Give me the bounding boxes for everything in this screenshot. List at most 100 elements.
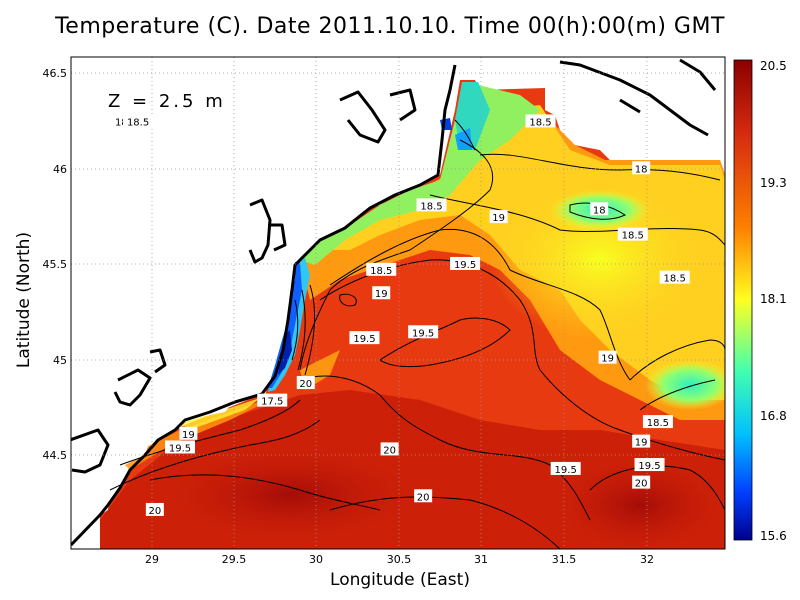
contour-label-box	[590, 202, 609, 216]
contour-label-box	[123, 114, 154, 128]
depth-label: Z = 2.5 m	[108, 91, 226, 112]
contour-label: 19.5	[550, 461, 581, 476]
plot-frame	[70, 56, 726, 550]
map-title: Temperature (C). Date 2011.10.10. Time 0…	[55, 14, 725, 39]
contour-label: 18	[590, 202, 609, 216]
contour-label-text: 18	[115, 117, 128, 128]
contour-label: 18.5	[659, 270, 690, 285]
contour-label-box	[165, 440, 195, 454]
x-axis-label: Longitude (East)	[330, 570, 470, 590]
contour-label-text: 19.5	[454, 260, 476, 271]
contour-label: 19	[179, 426, 198, 441]
contour-label-text: 20	[148, 506, 161, 517]
contour-label-text: 19	[492, 213, 505, 224]
contour-label-text: 18	[593, 205, 606, 216]
coastline	[71, 58, 717, 547]
contour-label: 18	[632, 161, 651, 175]
contour-label: 19.5	[408, 325, 439, 339]
contour-label-box	[659, 270, 690, 284]
contour-label: 18.5	[642, 415, 673, 429]
contour-label-text: 17.5	[261, 397, 283, 408]
contour-label-box	[632, 475, 651, 489]
contour-label: 18.5	[123, 114, 154, 128]
x-tick-label: 32	[640, 553, 654, 566]
contour-label: 19.5	[165, 440, 195, 454]
y-tick-label: 45.5	[43, 258, 68, 271]
contour-label-box	[145, 502, 164, 516]
colorbar-tick-label: 18.1	[760, 292, 787, 306]
colorbar-tick-label: 20.5	[760, 59, 787, 73]
contour-label-text: 19.5	[353, 334, 375, 345]
x-tick-label: 30	[309, 553, 323, 566]
colorbar-tick-label: 16.8	[760, 409, 787, 423]
contour-label-text: 18.5	[420, 201, 442, 212]
contour-label: 19	[489, 210, 508, 224]
contour-label: 17.5	[257, 393, 288, 408]
x-tick-label: 29	[145, 553, 159, 566]
contour-label-text: 18.5	[622, 231, 644, 242]
y-tick-label: 46	[53, 163, 67, 176]
contour-label-text: 20	[635, 479, 648, 490]
contour-label-box	[617, 227, 648, 241]
x-tick-label: 29.5	[222, 553, 247, 566]
contour-label-box	[366, 262, 397, 276]
contour-label-box	[632, 161, 651, 175]
contour-label: 18.5	[366, 262, 397, 277]
contour-label: 20	[145, 502, 164, 517]
contour-label-text: 19	[601, 354, 614, 365]
contour-label-text: 18.5	[647, 418, 669, 429]
contour-label: 20	[296, 376, 315, 390]
contour-label-text: 19.5	[169, 443, 191, 454]
y-tick-label: 45	[53, 354, 67, 367]
contour-label-box	[634, 458, 665, 472]
contour-label-box	[550, 461, 581, 475]
contour-label-text: 19.5	[638, 461, 660, 472]
contour-label-text: 19	[375, 289, 388, 300]
contour-lines	[109, 119, 725, 549]
y-tick-label: 44.5	[43, 449, 68, 462]
y-tick-label: 46.5	[43, 67, 68, 80]
contour-label: 19.5	[349, 331, 380, 345]
contour-label-text: 18.5	[529, 117, 551, 128]
contour-label-box	[296, 376, 315, 390]
contour-label-box	[642, 415, 673, 429]
contour-label-box	[380, 442, 399, 456]
contour-label-text: 18.5	[664, 274, 686, 285]
contour-label-text: 20	[299, 379, 312, 390]
contour-label: 20	[632, 475, 651, 490]
contour-label: 19.5	[634, 458, 665, 472]
x-tick-label: 30.5	[387, 553, 412, 566]
contour-labels: 18 18.5 18.5181818.51918.518.519.518.51919…	[112, 114, 690, 517]
contour-label-text: 19	[635, 438, 648, 449]
contour-label: 19	[372, 286, 391, 300]
contour-label: 19	[632, 434, 651, 449]
colorbar-tick-label: 15.6	[760, 529, 787, 543]
x-tick-label: 31.5	[552, 553, 577, 566]
contour-label: 18.5	[525, 114, 556, 128]
contour-label-text: 18.5	[370, 266, 392, 277]
contour-label-box	[525, 114, 556, 128]
x-ticks: 29 29.5 30 30.5 31 31.5 32	[145, 553, 654, 566]
contour-label-text: 19.5	[555, 465, 577, 476]
contour-label-text: 18	[635, 164, 648, 175]
contour-label-text: 18.5	[127, 117, 149, 128]
y-ticks: 44.5 45 45.5 46 46.5	[43, 67, 68, 462]
contour-label-box	[632, 434, 651, 448]
contour-label-box	[414, 489, 433, 503]
contour-label-text: 19.5	[412, 328, 434, 339]
contour-label-box	[598, 350, 617, 364]
contour-label: 19.5	[450, 256, 481, 271]
contour-label-text: 20	[383, 445, 396, 456]
contour-label-text: 20	[417, 492, 430, 503]
contour-label: 18.5	[416, 198, 447, 212]
contour-label-box	[408, 325, 439, 339]
temperature-field	[71, 57, 725, 549]
colorbar-tick-label: 19.3	[760, 176, 787, 190]
colorbar	[733, 59, 753, 541]
colorbar-ticks: 20.5 19.3 18.1 16.8 15.6	[760, 59, 787, 543]
x-tick-label: 31	[474, 553, 488, 566]
contour-label-box	[349, 331, 380, 345]
contour-label-box	[372, 286, 391, 300]
contour-label-box	[257, 393, 288, 407]
